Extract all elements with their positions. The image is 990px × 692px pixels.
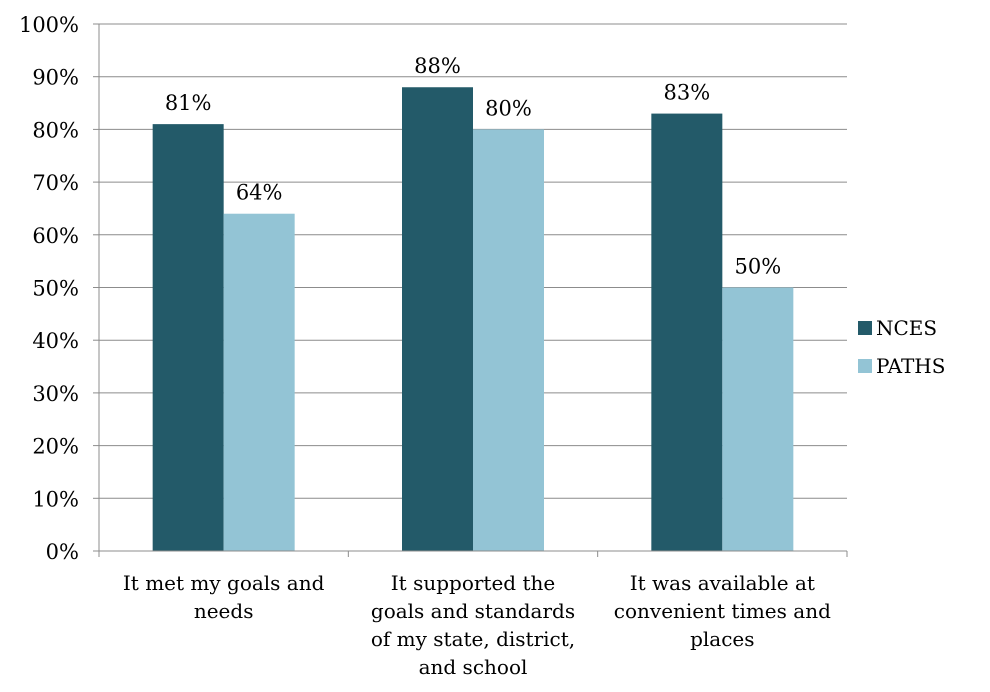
data-label: 88%: [414, 54, 461, 78]
bars: [152, 87, 794, 552]
x-category-label-line: places: [690, 627, 754, 651]
x-category-label: It was available at convenient times and p…: [614, 571, 831, 651]
y-tick-labels: 0% 10% 20% 30% 40% 50% 60% 70% 80% 90% 100%: [19, 13, 79, 564]
y-tick-label: 80%: [32, 118, 79, 142]
bar-nces: [402, 87, 473, 552]
y-tick-label: 50%: [32, 277, 79, 301]
y-tick-label: 60%: [32, 224, 79, 248]
x-category-label-line: convenient times and: [614, 599, 831, 623]
x-category-label-line: needs: [194, 599, 254, 623]
legend-label-nces: NCES: [876, 316, 937, 340]
y-tick-label: 0%: [46, 540, 79, 564]
y-tick-label: 40%: [32, 329, 79, 353]
x-category-label-line: goals and standards: [371, 599, 575, 623]
x-category-label-line: It supported the: [391, 571, 555, 595]
axes: [93, 23, 848, 557]
bar-paths: [223, 213, 295, 551]
data-labels: 81% 64% 88% 80% 83% 50%: [165, 54, 781, 278]
x-category-label-line: and school: [419, 655, 528, 679]
data-label: 83%: [663, 81, 710, 105]
y-tick-label: 30%: [32, 382, 79, 406]
x-category-label-line: It was available at: [630, 571, 815, 595]
data-label: 80%: [485, 96, 532, 120]
legend-label-paths: PATHS: [876, 354, 945, 378]
x-category-label: It met my goals and needs: [123, 571, 325, 623]
bar-paths: [722, 287, 794, 551]
bar-paths: [473, 129, 544, 551]
y-tick-label: 90%: [32, 66, 79, 90]
x-category-label-line: It met my goals and: [123, 571, 325, 595]
legend-swatch-paths: [858, 359, 872, 373]
x-category-labels: It met my goals and needs It supported the…: [123, 571, 831, 679]
bar-nces: [152, 124, 224, 551]
y-tick-label: 10%: [32, 487, 79, 511]
data-label: 64%: [236, 181, 283, 205]
legend-swatch-nces: [858, 321, 872, 335]
bar-nces: [651, 113, 723, 551]
x-category-label-line: of my state, district,: [371, 627, 575, 651]
legend: NCES PATHS: [858, 316, 945, 378]
y-tick-label: 20%: [32, 435, 79, 459]
data-label: 81%: [165, 91, 212, 115]
y-tick-label: 100%: [19, 13, 79, 37]
y-tick-label: 70%: [32, 171, 79, 195]
x-category-label: It supported the goals and standards of my…: [371, 571, 575, 679]
data-label: 50%: [734, 255, 781, 279]
